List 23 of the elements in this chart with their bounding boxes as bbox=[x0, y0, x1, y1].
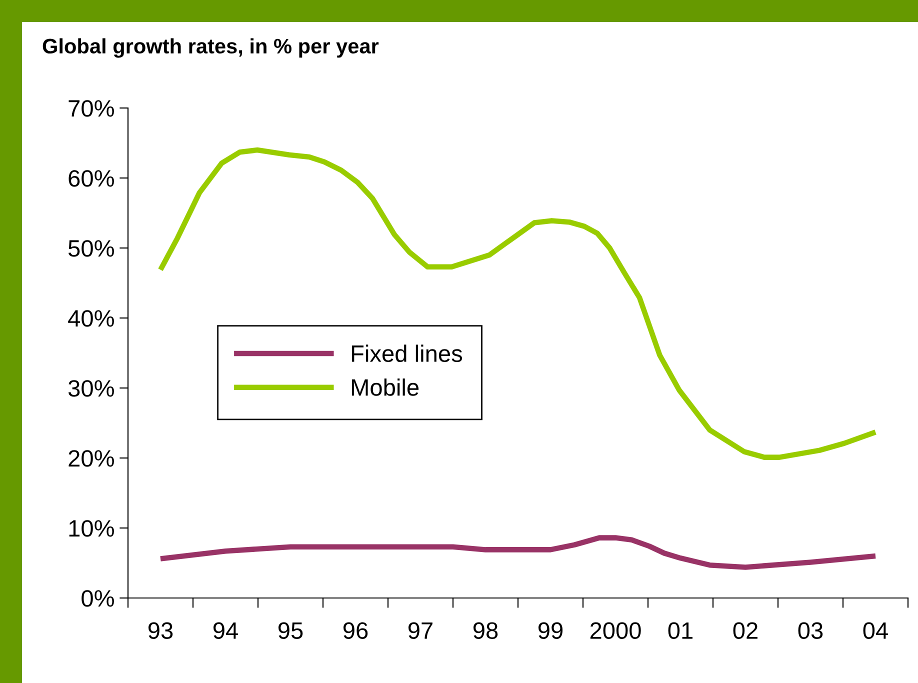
x-tick-label: 93 bbox=[148, 622, 173, 639]
y-tick-label: 60% bbox=[68, 170, 114, 187]
x-tick-label: 03 bbox=[798, 622, 823, 639]
x-tick-label: 98 bbox=[473, 622, 498, 639]
x-tick-label: 02 bbox=[733, 622, 758, 639]
chart-title: Global growth rates, in % per year bbox=[42, 38, 379, 58]
x-tick-label: 94 bbox=[213, 622, 238, 639]
x-tick-label: 95 bbox=[278, 622, 303, 639]
x-tick-label: 97 bbox=[408, 622, 432, 639]
x-tick-label: 99 bbox=[538, 622, 563, 639]
y-tick-label: 50% bbox=[68, 240, 114, 257]
x-tick-label: 2000 bbox=[590, 622, 641, 639]
x-tick-label: 04 bbox=[863, 622, 888, 639]
y-tick-label: 10% bbox=[69, 520, 114, 537]
legend-label: Fixed lines bbox=[352, 344, 462, 362]
y-tick-label: 0% bbox=[82, 590, 114, 607]
y-tick-label: 40% bbox=[68, 310, 114, 327]
x-tick-label: 96 bbox=[343, 622, 368, 639]
x-tick-label: 01 bbox=[668, 622, 692, 639]
y-tick-label: 30% bbox=[68, 380, 114, 397]
y-tick-label: 70% bbox=[68, 100, 114, 117]
y-tick-label: 20% bbox=[68, 450, 114, 467]
legend-label: Mobile bbox=[352, 378, 419, 396]
